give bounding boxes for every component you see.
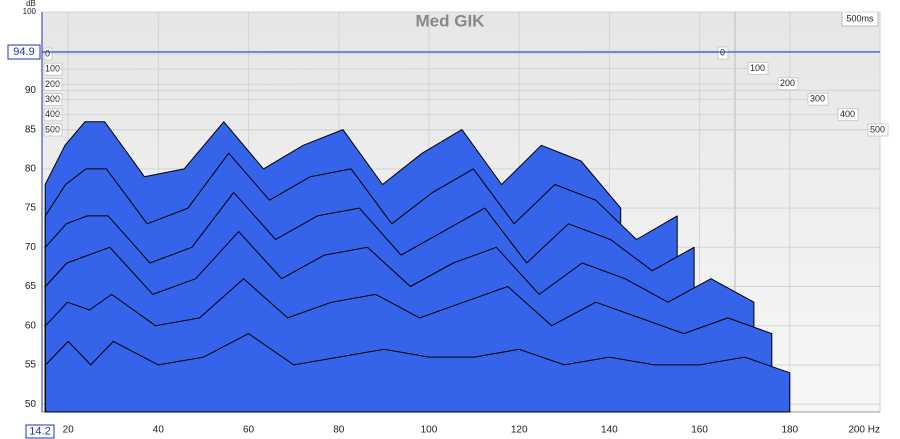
z-tick-label: 200 [45, 79, 60, 89]
z-tick-label: 400 [840, 109, 855, 119]
z-tick-label: 200 [780, 78, 795, 88]
waterfall-slice [45, 333, 791, 413]
x-tick-label: 100 [421, 425, 438, 436]
z-tick-box [837, 108, 859, 122]
cursor-y-label: 94.9 [13, 46, 34, 58]
x-tick-label: 60 [243, 425, 255, 436]
z-tick-box [717, 46, 729, 60]
z-tick-label: 0 [45, 48, 50, 58]
y-tick-label: 75 [25, 203, 37, 214]
y-tick-label: 70 [25, 242, 37, 253]
cursor-box [25, 424, 55, 439]
z-grid-line [51, 52, 721, 55]
z-tick-box [747, 61, 769, 75]
y-tick-label: 55 [25, 360, 37, 371]
x-tick-label: 80 [333, 425, 345, 436]
z-grid-line [51, 67, 751, 70]
y-tick-label: 60 [25, 320, 37, 331]
z-tick-label: 100 [45, 64, 60, 74]
z-tick-label: 100 [750, 63, 765, 73]
y-tick-label: 50 [25, 399, 37, 410]
z-tick-label: 300 [810, 94, 825, 104]
z-tick-label: 500 [870, 124, 885, 134]
z-grid-line [51, 83, 781, 85]
y-tick-label: 85 [25, 124, 37, 135]
chart-title: Med GIK [416, 11, 486, 30]
z-tick-label: 500 [45, 124, 60, 134]
x-tick-label: 180 [781, 425, 798, 436]
x-tick-label: 120 [511, 425, 528, 436]
x-tick-label: 40 [153, 425, 165, 436]
y-tick-label: 100 [23, 7, 37, 16]
y-tick-label: 65 [25, 281, 37, 292]
x-tick-label: 200 Hz [848, 425, 880, 436]
z-tick-label: 400 [45, 109, 60, 119]
cursor-x-label: 14.2 [29, 425, 50, 437]
x-tick-label: 20 [63, 425, 75, 436]
cursor-box [7, 44, 41, 60]
z-tick-box [867, 123, 889, 137]
z-tick-box [807, 92, 829, 106]
x-tick-label: 160 [691, 425, 708, 436]
z-tick-label: 300 [45, 94, 60, 104]
y-tick-label: 80 [25, 164, 37, 175]
time-label: 500ms [846, 13, 874, 23]
z-tick-box [777, 77, 799, 91]
y-unit: dB [26, 0, 36, 8]
y-tick-label: 90 [25, 85, 37, 96]
x-tick-label: 140 [601, 425, 618, 436]
